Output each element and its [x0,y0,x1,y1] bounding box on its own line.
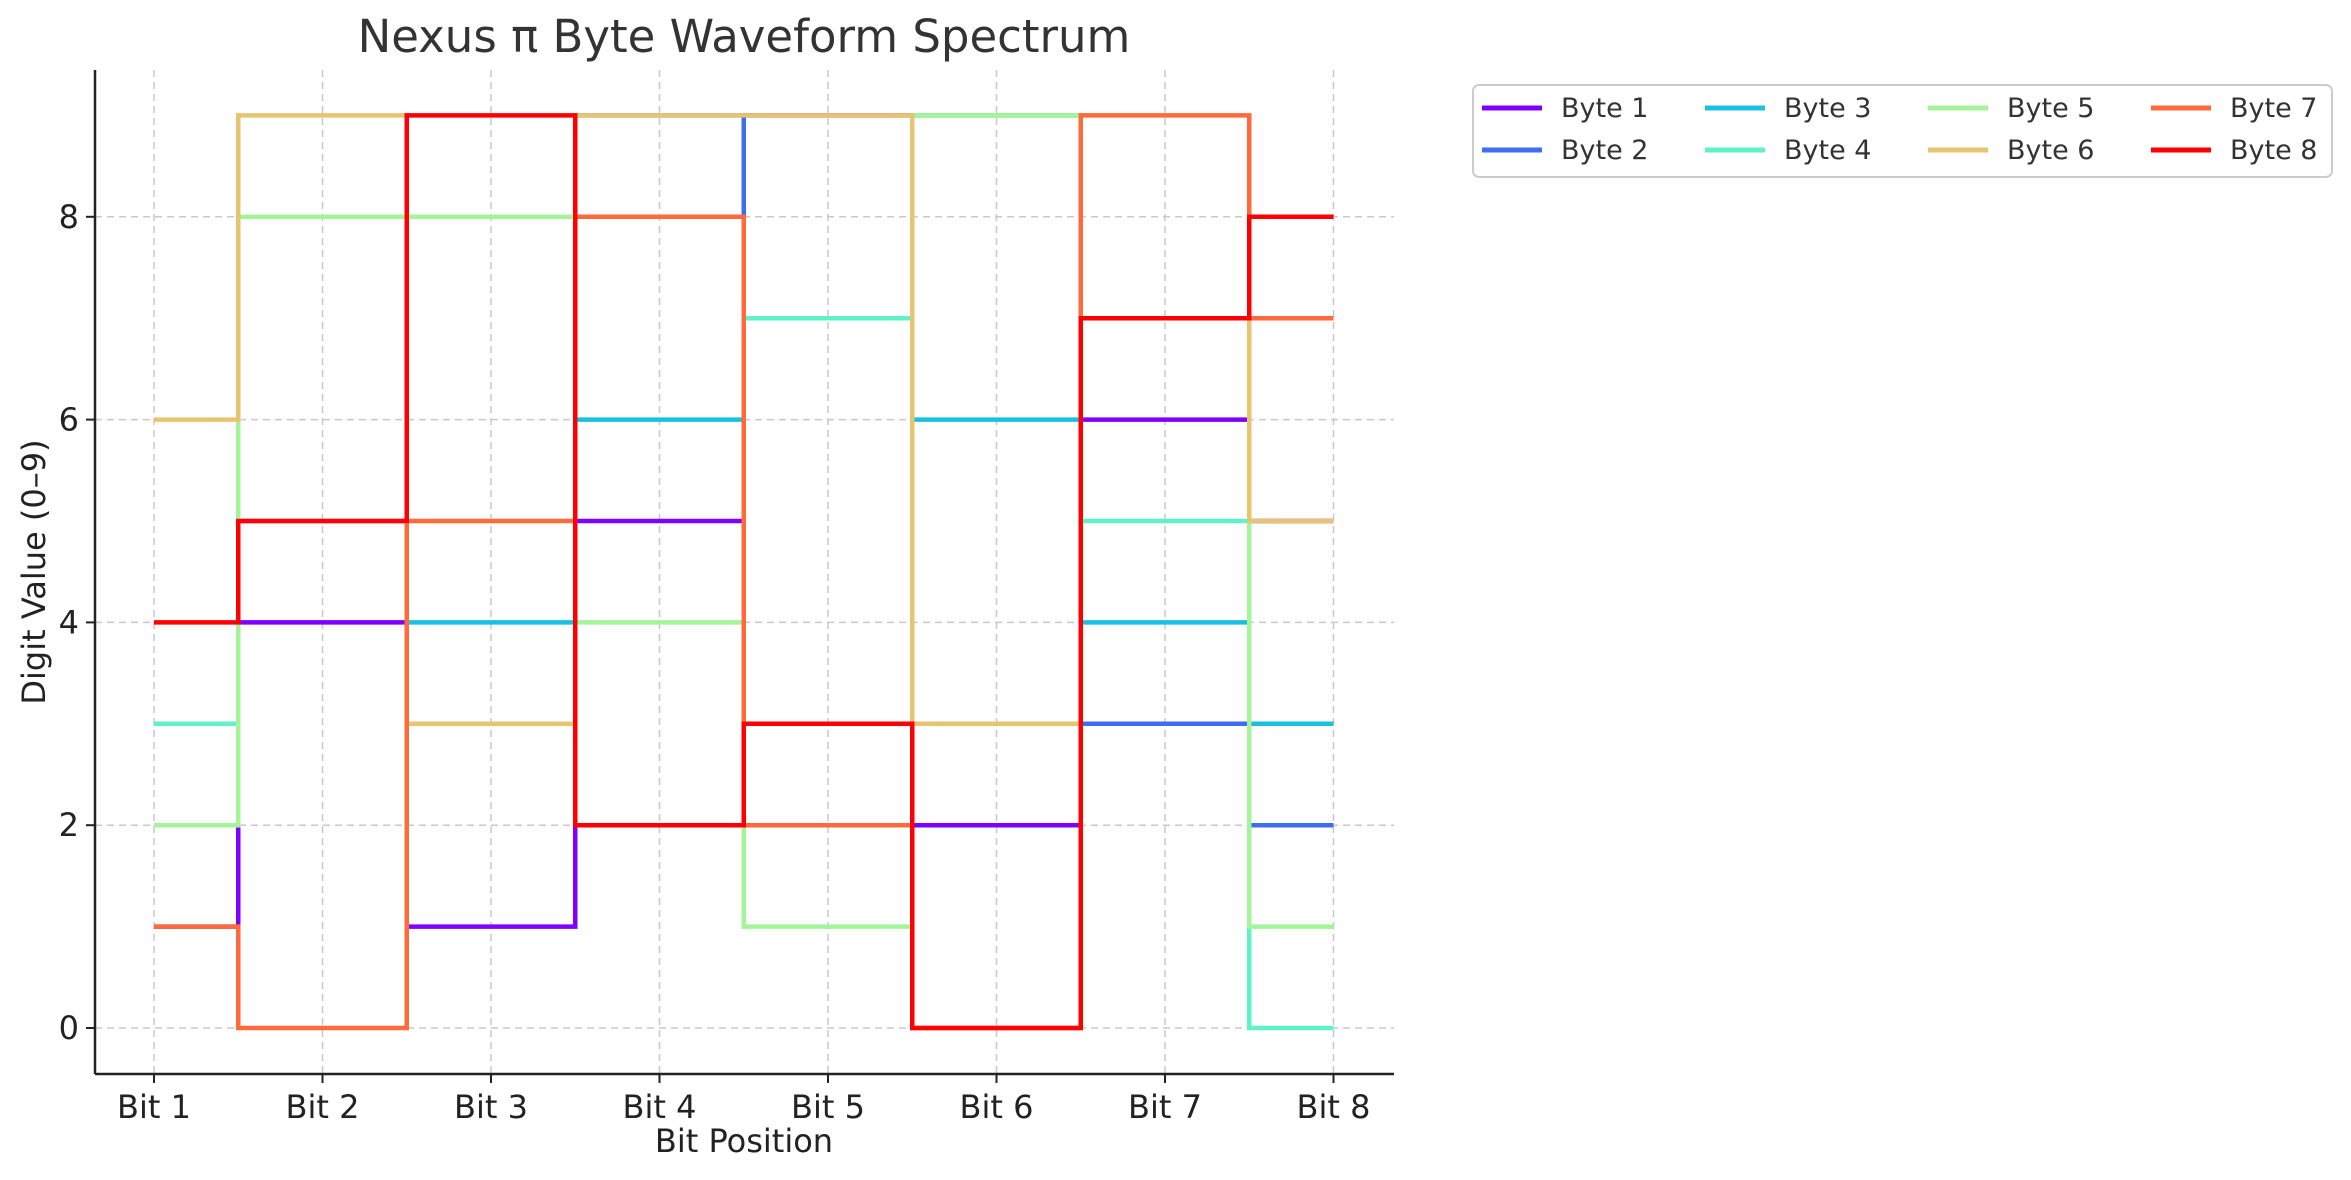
x-tick-label: Bit 3 [454,1088,528,1126]
y-tick-label: 4 [59,603,79,641]
legend-label: Byte 4 [1784,135,1871,166]
legend-label: Byte 3 [1784,93,1871,124]
legend-label: Byte 7 [2230,93,2317,124]
series-line-byte-8 [154,113,1334,1031]
y-tick-label: 8 [59,198,79,236]
y-tick-label: 6 [59,401,79,439]
x-tick-label: Bit 6 [960,1088,1034,1126]
x-tick-label: Bit 7 [1128,1088,1202,1126]
x-tick-label: Bit 8 [1297,1088,1371,1126]
y-tick-label: 2 [59,806,79,844]
legend: Byte 1 Byte 2 Byte 3 Byte 4 Byte 5 Byte 6 Byte… [1472,84,2333,178]
x-tick-label: Bit 2 [286,1088,360,1126]
legend-frame [1472,84,2333,178]
y-ticks: 0 2 4 6 8 [59,198,95,1047]
legend-label: Byte 6 [2007,135,2094,166]
series-line-byte-7 [154,113,1334,1031]
x-ticks: Bit 1 Bit 2 Bit 3 Bit 4 Bit 5 Bit 6 Bit 7 Bit 8 [117,1074,1370,1126]
axes [93,70,1394,1076]
x-tick-label: Bit 4 [623,1088,697,1126]
legend-label: Byte 1 [1561,93,1648,124]
x-tick-label: Bit 5 [791,1088,865,1126]
y-axis-title: Digit Value (0–9) [15,439,53,704]
chart-title: Nexus π Byte Waveform Spectrum [358,10,1131,63]
y-tick-label: 0 [59,1009,79,1047]
x-tick-label: Bit 1 [117,1088,191,1126]
x-axis-title: Bit Position [655,1122,833,1160]
legend-label: Byte 5 [2007,93,2094,124]
plot-area [154,113,1334,1031]
legend-label: Byte 8 [2230,135,2317,166]
legend-label: Byte 2 [1561,135,1648,166]
